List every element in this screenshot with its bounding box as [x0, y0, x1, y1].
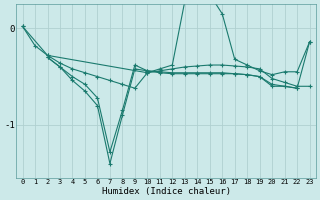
- X-axis label: Humidex (Indice chaleur): Humidex (Indice chaleur): [101, 187, 231, 196]
